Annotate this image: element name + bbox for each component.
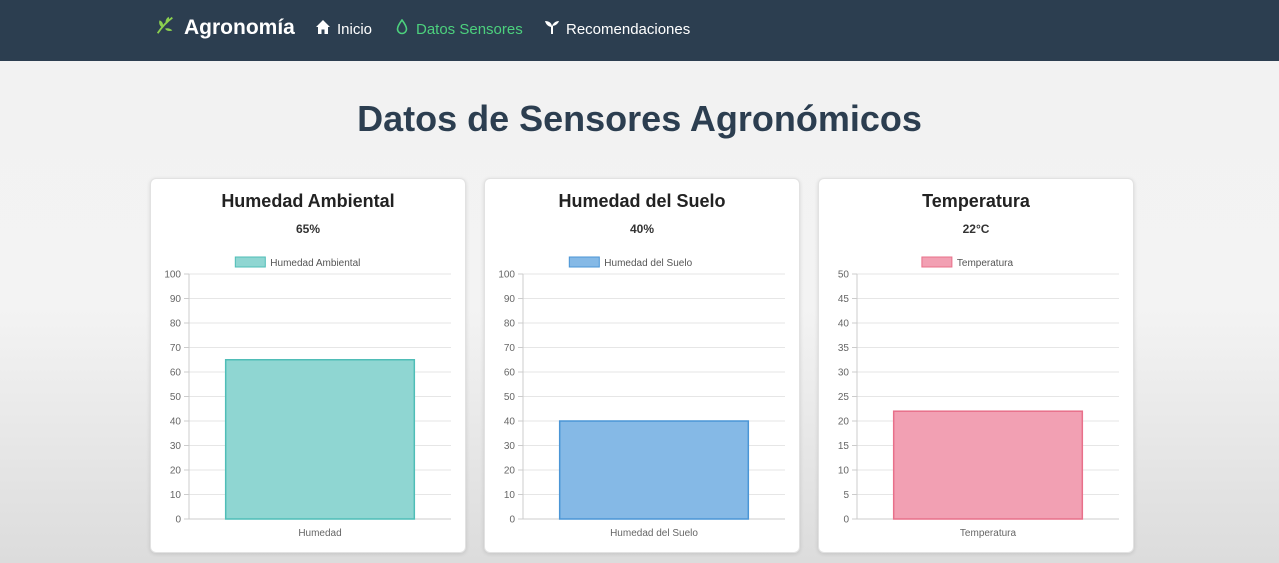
y-tick-label: 100: [498, 270, 515, 281]
y-tick-label: 90: [170, 294, 182, 305]
nav-link-inicio[interactable]: Inicio: [315, 19, 372, 39]
sensor-card-humedad-suelo: Humedad del Suelo 40% Humedad del Suelo 0…: [484, 178, 800, 553]
home-icon: [315, 19, 331, 39]
chart-humedad-suelo: Humedad del Suelo 0 10 20 30 40 50 60 70 80 90 100 H…: [498, 256, 785, 539]
y-tick-label: 40: [170, 417, 182, 428]
legend-label: Temperatura: [957, 258, 1014, 269]
y-tick-label: 0: [509, 515, 515, 526]
y-tick-label: 50: [838, 270, 850, 281]
nav-link-label: Recomendaciones: [566, 20, 691, 38]
legend-label: Humedad del Suelo: [604, 258, 692, 269]
x-tick-label: Humedad del Suelo: [610, 528, 698, 539]
y-tick-label: 10: [504, 490, 516, 501]
sensor-card-humedad-ambiental: Humedad Ambiental 65% Humedad Ambiental 0…: [150, 178, 466, 553]
x-tick-label: Humedad: [298, 528, 341, 539]
y-tick-label: 80: [504, 319, 516, 330]
y-tick-label: 25: [838, 392, 850, 403]
y-tick-label: 80: [170, 319, 182, 330]
chart-bar: [224, 359, 416, 520]
y-tick-label: 50: [504, 392, 516, 403]
card-value: 40%: [629, 222, 655, 236]
y-tick-label: 40: [838, 319, 850, 330]
y-tick-label: 35: [838, 343, 850, 354]
y-tick-label: 10: [170, 490, 182, 501]
top-navbar: Agronomía Inicio Datos Sensores Recomend…: [0, 0, 1279, 61]
y-tick-label: 45: [838, 294, 850, 305]
brand-name: Agronomía: [184, 16, 295, 39]
y-tick-label: 40: [504, 417, 516, 428]
sensor-drop-icon: [394, 18, 410, 39]
card-value: 65%: [295, 222, 321, 236]
y-tick-label: 20: [170, 466, 182, 477]
y-tick-label: 100: [164, 270, 181, 281]
chart-bar: [558, 420, 750, 520]
legend-swatch: [234, 256, 266, 268]
seedling-icon: [544, 19, 560, 39]
y-tick-label: 15: [838, 441, 850, 452]
y-tick-label: 90: [504, 294, 516, 305]
page-title: Datos de Sensores Agronómicos: [357, 98, 922, 139]
legend-swatch: [921, 256, 953, 268]
y-tick-label: 70: [504, 343, 516, 354]
nav-link-label: Datos Sensores: [416, 20, 523, 38]
nav-link-datos-sensores[interactable]: Datos Sensores: [394, 18, 523, 39]
y-tick-label: 50: [170, 392, 182, 403]
y-tick-label: 60: [504, 368, 516, 379]
y-tick-label: 5: [843, 490, 849, 501]
y-tick-label: 60: [170, 368, 182, 379]
y-tick-label: 20: [838, 417, 850, 428]
sensor-card-temperatura: Temperatura 22°C Temperatura 0 5 10 15 20 25 30…: [818, 178, 1134, 553]
chart-humedad-ambiental: Humedad Ambiental 0 10 20 30 40 50 60 70 80 90 100 H…: [164, 256, 451, 539]
y-tick-label: 10: [838, 466, 850, 477]
legend-label: Humedad Ambiental: [270, 258, 360, 269]
leaf-icon: [154, 14, 176, 42]
legend-swatch: [568, 256, 600, 268]
card-title: Humedad del Suelo: [558, 191, 726, 211]
x-tick-label: Temperatura: [960, 528, 1017, 539]
card-title: Humedad Ambiental: [221, 191, 395, 211]
y-tick-label: 20: [504, 466, 516, 477]
brand[interactable]: Agronomía: [154, 14, 295, 42]
y-tick-label: 0: [175, 515, 181, 526]
card-value: 22°C: [962, 222, 990, 236]
chart-bar: [892, 410, 1084, 520]
chart-temperatura: Temperatura 0 5 10 15 20 25 30 35 40 45 50 Temperatu…: [838, 256, 1119, 539]
nav-link-recomendaciones[interactable]: Recomendaciones: [544, 19, 690, 39]
y-tick-label: 30: [838, 368, 850, 379]
nav-link-label: Inicio: [337, 20, 373, 38]
card-title: Temperatura: [922, 191, 1030, 211]
y-tick-label: 30: [170, 441, 182, 452]
y-tick-label: 0: [843, 515, 849, 526]
y-tick-label: 30: [504, 441, 516, 452]
y-tick-label: 70: [170, 343, 182, 354]
